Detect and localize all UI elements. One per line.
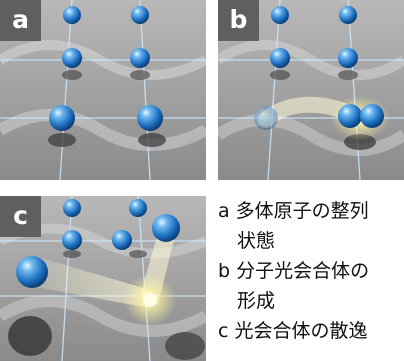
panel-badge: c [0,196,41,237]
atom [339,6,357,24]
panel-a: a [0,0,206,180]
atom [270,48,290,68]
caption-b-line2: 形成 [237,290,276,312]
caption-a: a 多体原子の整列 状態 [218,196,404,256]
panel-badge: a [0,0,41,41]
atom [271,6,289,24]
atom [129,199,147,217]
atom [130,48,150,68]
atom [16,256,48,288]
atom [338,104,362,128]
panel-badge: b [218,0,259,41]
panel-b: b [218,0,404,180]
atom [131,6,149,24]
atom [63,199,81,217]
caption-a-line2: 状態 [237,230,276,252]
caption-a-line1: a 多体原子の整列 [218,200,369,222]
atom [49,105,75,131]
panel-c: c [0,196,206,361]
atom [137,105,163,131]
atom [63,6,81,24]
atom [62,48,82,68]
panel-a-illustration [0,0,206,180]
atom [62,230,82,250]
atom [152,214,180,242]
panel-b-illustration [218,0,404,180]
atom [112,230,132,250]
captions: a 多体原子の整列 状態 b 分子光会合体の 形成 c 光会合体の散逸 [218,196,404,361]
atom-faded [254,106,278,130]
caption-b: b 分子光会合体の 形成 [218,256,404,316]
caption-b-line1: b 分子光会合体の [218,260,370,282]
atom [338,48,358,68]
atom [360,104,384,128]
caption-c: c 光会合体の散逸 [218,316,404,346]
caption-c-line1: c 光会合体の散逸 [218,320,368,342]
